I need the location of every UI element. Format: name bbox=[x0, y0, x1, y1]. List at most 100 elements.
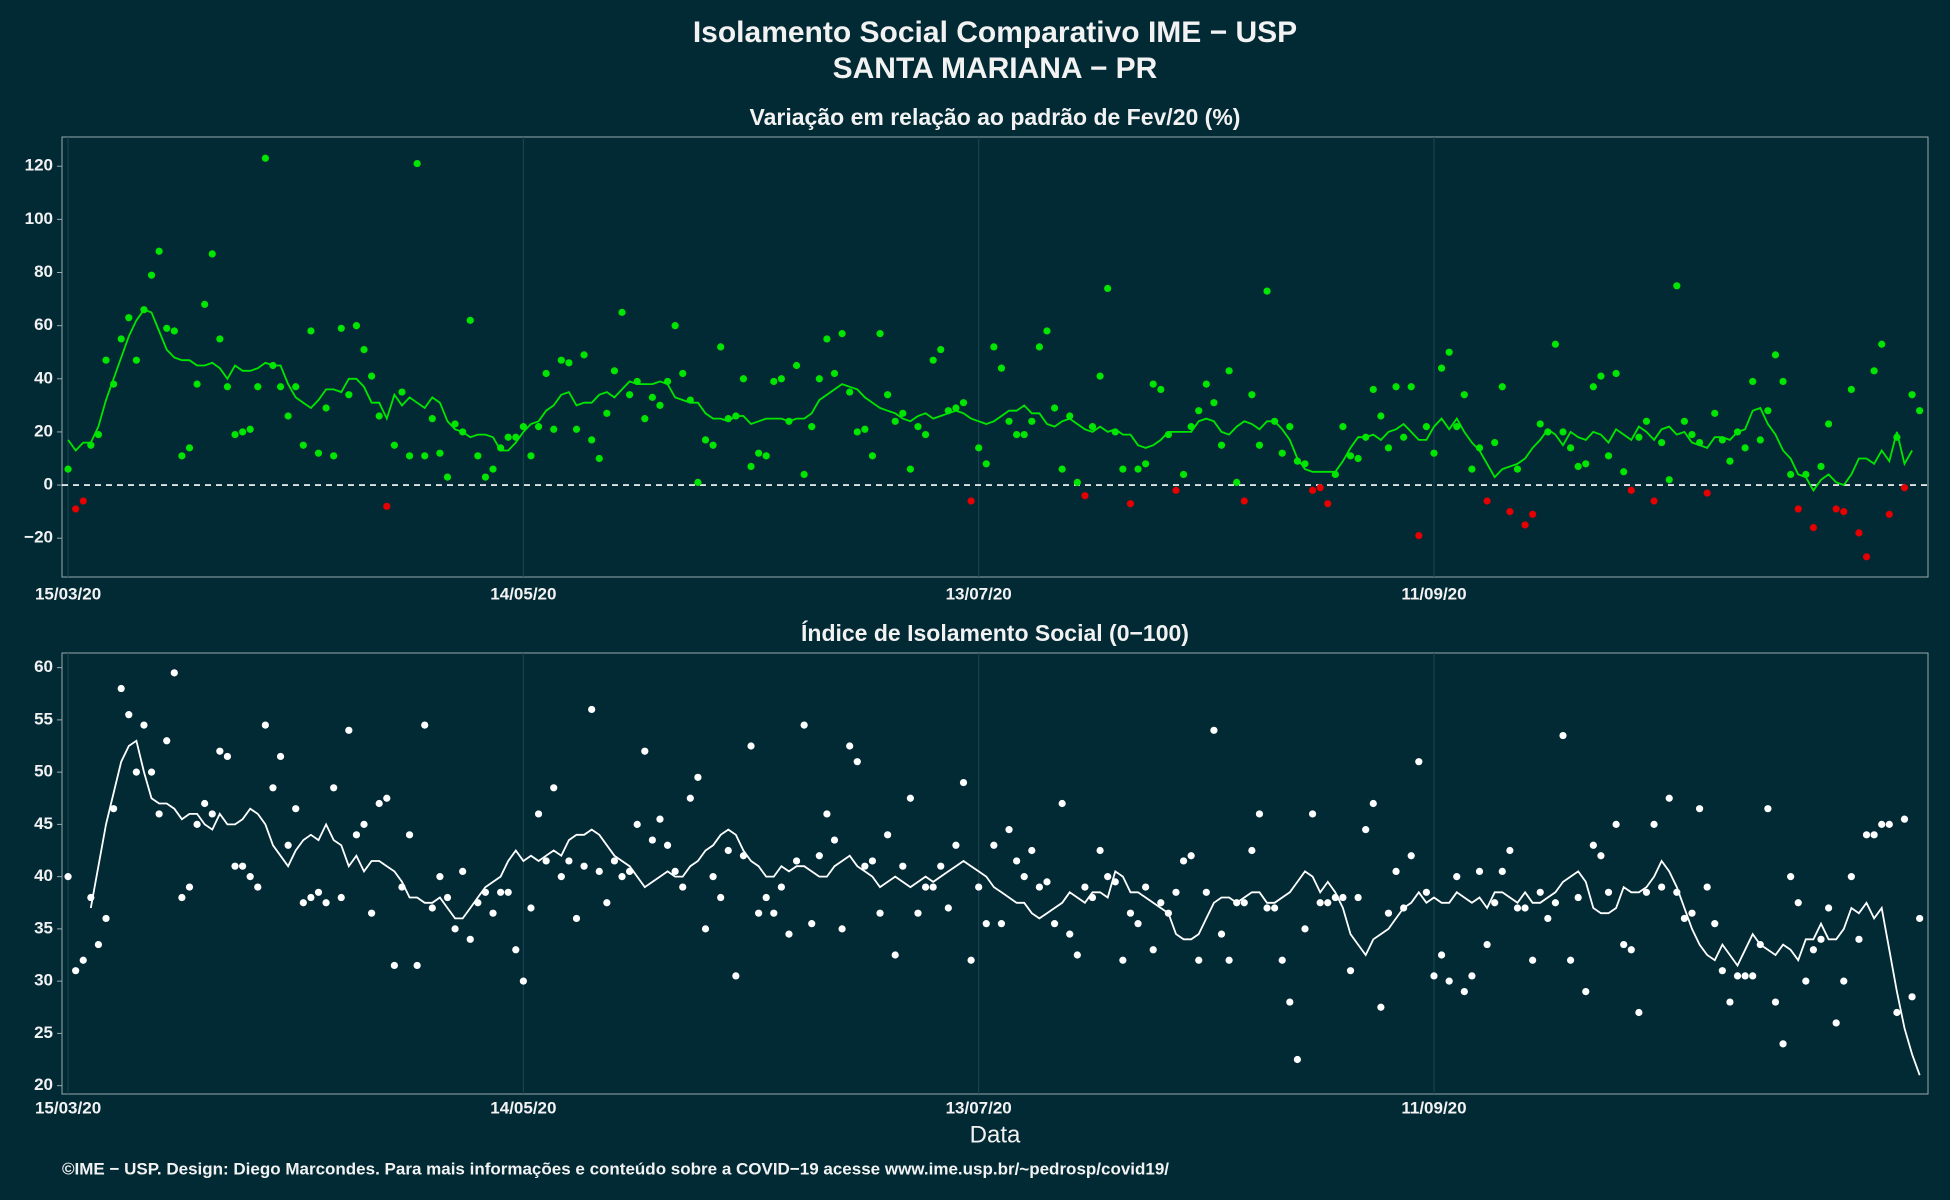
y-tick-label: 100 bbox=[25, 209, 53, 228]
panel-title: Índice de Isolamento Social (0−100) bbox=[801, 619, 1189, 646]
point bbox=[352, 322, 361, 330]
point bbox=[626, 867, 634, 876]
point bbox=[1650, 497, 1658, 505]
point bbox=[1263, 287, 1271, 295]
point bbox=[261, 721, 269, 729]
point bbox=[1612, 369, 1620, 378]
point bbox=[959, 399, 968, 407]
point bbox=[276, 383, 285, 391]
point bbox=[1081, 492, 1089, 500]
point bbox=[1627, 486, 1635, 494]
point bbox=[1202, 380, 1210, 388]
point bbox=[1331, 893, 1339, 902]
point bbox=[929, 883, 937, 891]
point bbox=[648, 836, 656, 844]
point bbox=[261, 154, 269, 162]
point bbox=[565, 359, 573, 367]
point bbox=[701, 925, 710, 933]
point bbox=[808, 423, 816, 431]
point bbox=[94, 430, 103, 439]
point bbox=[1050, 920, 1059, 928]
point bbox=[1832, 1019, 1840, 1027]
point bbox=[1013, 857, 1021, 865]
point bbox=[1088, 893, 1097, 902]
point bbox=[588, 705, 596, 714]
point bbox=[1787, 470, 1795, 479]
point bbox=[1263, 904, 1271, 912]
point bbox=[223, 752, 232, 761]
point bbox=[383, 794, 391, 802]
point bbox=[1741, 972, 1749, 980]
point bbox=[929, 356, 937, 364]
point bbox=[1195, 956, 1203, 964]
point bbox=[1779, 1040, 1787, 1048]
point bbox=[997, 364, 1006, 372]
point bbox=[1157, 899, 1165, 907]
point bbox=[1104, 873, 1112, 881]
point bbox=[1566, 956, 1575, 964]
point bbox=[1172, 486, 1180, 494]
point bbox=[1142, 883, 1150, 891]
point bbox=[891, 951, 899, 959]
point bbox=[170, 669, 178, 677]
point bbox=[1506, 508, 1514, 516]
point bbox=[64, 873, 72, 881]
point bbox=[830, 369, 839, 378]
point bbox=[762, 893, 770, 902]
point bbox=[1840, 977, 1848, 985]
point bbox=[967, 497, 975, 505]
point bbox=[967, 956, 975, 964]
point bbox=[641, 747, 649, 755]
point bbox=[178, 893, 186, 902]
point bbox=[595, 454, 603, 463]
point bbox=[428, 415, 436, 423]
point bbox=[1339, 893, 1347, 902]
point bbox=[747, 462, 755, 471]
point bbox=[724, 846, 732, 855]
point bbox=[1665, 476, 1673, 484]
point bbox=[185, 883, 194, 891]
point bbox=[1749, 972, 1757, 980]
point bbox=[1035, 343, 1043, 351]
point bbox=[952, 404, 960, 412]
point bbox=[1900, 484, 1909, 492]
point bbox=[1104, 284, 1112, 293]
point bbox=[330, 784, 338, 792]
point bbox=[413, 159, 421, 168]
point bbox=[1179, 470, 1188, 479]
point bbox=[1749, 377, 1757, 386]
point bbox=[1620, 468, 1628, 476]
point bbox=[868, 452, 877, 460]
point bbox=[1764, 407, 1772, 415]
point bbox=[428, 904, 436, 912]
point bbox=[87, 441, 95, 449]
point bbox=[694, 773, 702, 781]
point bbox=[663, 377, 672, 386]
point bbox=[79, 497, 87, 505]
point bbox=[1286, 998, 1294, 1006]
point bbox=[1187, 423, 1195, 431]
point bbox=[1544, 914, 1552, 923]
y-tick-label: 50 bbox=[34, 762, 53, 781]
point bbox=[1187, 852, 1195, 860]
x-tick-label: 11/09/20 bbox=[1401, 1098, 1466, 1117]
point bbox=[1529, 510, 1537, 518]
point bbox=[208, 810, 216, 818]
point bbox=[1369, 799, 1377, 808]
point bbox=[1346, 452, 1355, 460]
point bbox=[87, 893, 95, 902]
point bbox=[1703, 489, 1711, 497]
point bbox=[1058, 799, 1066, 808]
point bbox=[398, 388, 406, 396]
point bbox=[147, 768, 156, 776]
point bbox=[1756, 436, 1764, 444]
point bbox=[792, 361, 801, 370]
point bbox=[413, 961, 421, 970]
point bbox=[921, 883, 930, 891]
point bbox=[709, 873, 717, 881]
point bbox=[1308, 486, 1317, 494]
point bbox=[1589, 383, 1597, 391]
y-tick-label: 35 bbox=[34, 918, 53, 937]
point bbox=[1028, 846, 1036, 855]
point bbox=[595, 867, 603, 876]
